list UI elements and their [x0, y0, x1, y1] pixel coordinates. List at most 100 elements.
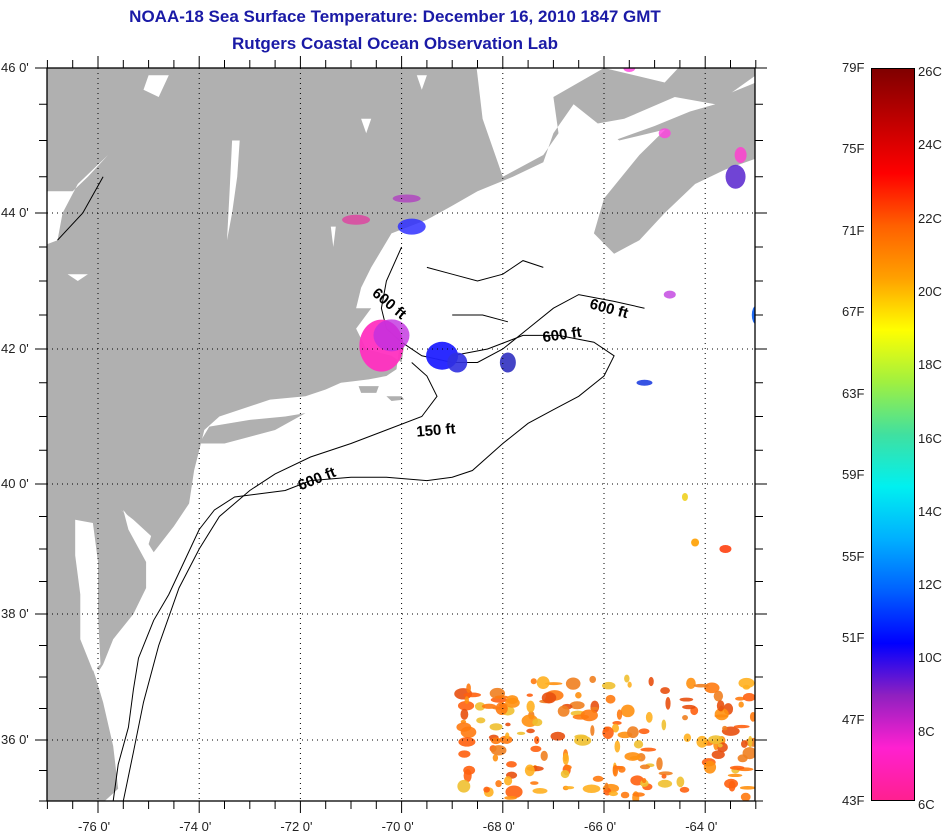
sst-patch	[704, 682, 720, 694]
colorbar-fahrenheit-label: 75F	[842, 141, 865, 157]
sst-patch	[532, 788, 548, 794]
colorbar-fahrenheit-label: 47F	[842, 711, 865, 727]
sst-patch	[481, 703, 497, 709]
sst-patch	[492, 754, 499, 762]
colorbar-fahrenheit-label: 59F	[842, 467, 865, 483]
sst-patch	[574, 735, 592, 746]
sst-patch	[749, 711, 755, 722]
sst-patch	[504, 776, 513, 786]
sst-patch	[536, 676, 550, 689]
sst-patch	[458, 737, 476, 747]
sst-patch	[611, 723, 620, 733]
sst-patch	[739, 785, 755, 790]
sst-patch	[505, 732, 510, 739]
sst-patch	[532, 718, 543, 727]
sst-patch	[589, 675, 597, 684]
sst-patch	[516, 731, 526, 735]
sst-patch	[604, 782, 609, 791]
sst-patch	[506, 761, 517, 768]
sst-patch	[499, 735, 513, 744]
sst-patch	[618, 765, 626, 773]
lon-tick-label: -72 0'	[280, 819, 313, 834]
sst-patch	[504, 795, 517, 800]
sst-patch	[457, 701, 475, 711]
sst-patch	[656, 757, 663, 771]
sst-patch	[679, 786, 690, 793]
delaware-bay	[120, 510, 152, 553]
long-island	[199, 413, 306, 444]
sst-patch	[686, 677, 696, 689]
colorbar-fahrenheit-label: 67F	[842, 304, 865, 320]
sst-patch	[590, 725, 595, 737]
sst-patch	[540, 750, 548, 762]
depth-contour	[452, 314, 509, 323]
sst-patch	[483, 786, 490, 793]
sst-patch	[682, 704, 696, 710]
colorbar-celsius-label: 10C	[918, 650, 942, 666]
depth-contour	[426, 260, 544, 282]
sst-patch	[742, 684, 751, 690]
contour-label: 600 ft	[541, 324, 582, 346]
sst-patch	[641, 777, 647, 784]
sst-patch	[713, 690, 724, 702]
sst-patch	[397, 218, 426, 235]
map-axes	[35, 56, 767, 813]
sst-patch	[557, 705, 570, 717]
sst-patch	[742, 693, 755, 702]
sst-patch	[640, 747, 657, 752]
sst-patch	[627, 726, 639, 739]
sst-patch	[620, 704, 635, 718]
sst-patch	[564, 786, 575, 790]
sst-patch	[623, 68, 636, 72]
lon-tick-label: -68 0'	[482, 819, 515, 834]
sst-patch	[722, 725, 728, 731]
colorbar-celsius-label: 16C	[918, 430, 942, 446]
sst-patch	[661, 774, 667, 779]
sst-patch	[738, 701, 744, 708]
sst-patch	[460, 708, 469, 720]
sst-patch	[683, 733, 692, 742]
chesapeake-bay	[75, 519, 101, 671]
sst-patch	[740, 792, 751, 801]
colorbar-celsius-label: 22C	[918, 210, 942, 226]
sst-patch	[565, 677, 581, 690]
sst-patch	[632, 792, 645, 797]
sst-patch	[505, 722, 511, 727]
sst-patch	[661, 719, 667, 731]
sst-patch	[476, 717, 486, 724]
sst-patch	[636, 379, 653, 386]
colorbar-celsius-label: 26C	[918, 64, 942, 80]
sst-patch	[681, 493, 688, 501]
map-frame	[46, 67, 756, 802]
sst-patch	[601, 681, 616, 690]
sst-patch	[663, 290, 676, 299]
us-landmass	[47, 68, 755, 801]
sst-patch	[526, 700, 535, 713]
sst-patch	[738, 677, 755, 689]
sst-patch	[572, 714, 589, 720]
sst-patch	[495, 780, 502, 788]
colorbar-fahrenheit-label: 55F	[842, 548, 865, 564]
sst-patch	[489, 723, 503, 731]
sst-patch	[562, 752, 569, 765]
sst-patch	[717, 743, 723, 748]
sst-patch	[494, 695, 509, 699]
colorbar-celsius-label: 20C	[918, 283, 942, 299]
colorbar-fahrenheit-label: 79F	[842, 60, 865, 75]
depth-contour	[112, 334, 615, 801]
colorbar-celsius-label: 14C	[918, 503, 942, 519]
lake	[67, 274, 88, 281]
sst-patch	[592, 775, 604, 782]
sst-patch	[550, 731, 566, 741]
sst-patch	[740, 740, 748, 748]
sst-patch	[716, 700, 725, 712]
sst-patch	[638, 728, 650, 735]
lat-tick-label: 44 0'	[1, 205, 29, 220]
sst-patch	[748, 735, 753, 748]
sst-patch	[657, 779, 673, 788]
colorbar-fahrenheit-label: 71F	[842, 222, 865, 238]
sst-patch	[682, 714, 688, 721]
sst-patch	[466, 683, 471, 694]
lake	[416, 75, 427, 90]
